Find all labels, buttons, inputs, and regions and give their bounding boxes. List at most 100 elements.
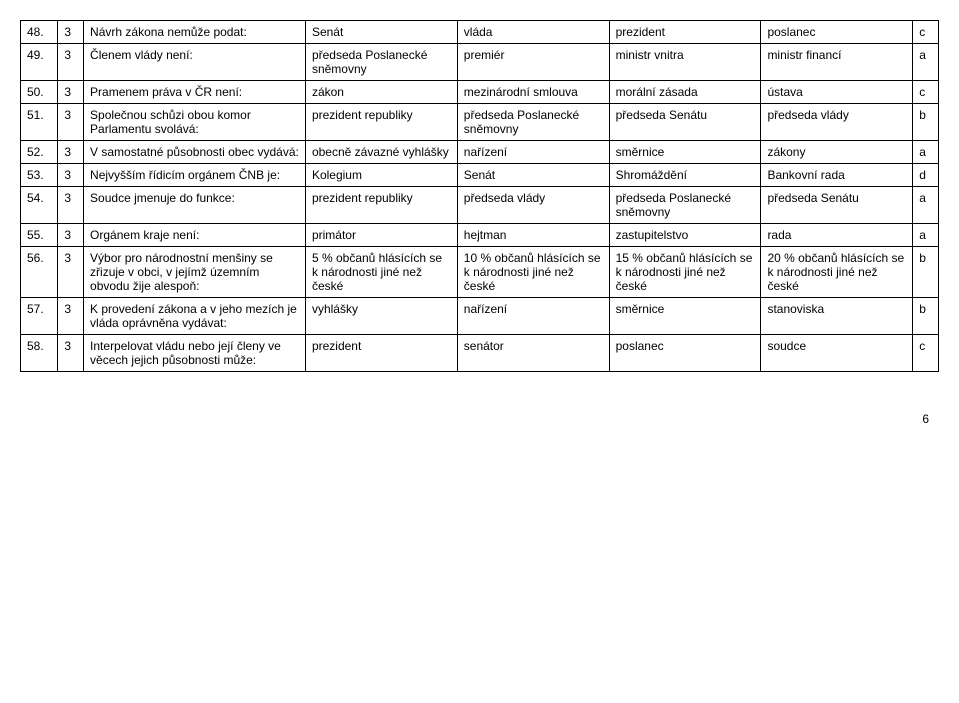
table-row: 55.3Orgánem kraje není:primátorhejtmanza… [21, 224, 939, 247]
cell-c: morální zásada [609, 81, 761, 104]
table-row: 56.3Výbor pro národnostní menšiny se zři… [21, 247, 939, 298]
cell-b: Senát [457, 164, 609, 187]
table-row: 58.3Interpelovat vládu nebo její členy v… [21, 335, 939, 372]
cell-q: Společnou schůzi obou komor Parlamentu s… [84, 104, 306, 141]
page-number: 6 [20, 412, 939, 426]
table-row: 57.3K provedení zákona a v jeho mezích j… [21, 298, 939, 335]
cell-c: předseda Poslanecké sněmovny [609, 187, 761, 224]
cell-b: vláda [457, 21, 609, 44]
cell-b: nařízení [457, 141, 609, 164]
table-row: 51.3Společnou schůzi obou komor Parlamen… [21, 104, 939, 141]
cell-num: 57. [21, 298, 58, 335]
cell-num: 55. [21, 224, 58, 247]
cell-pts: 3 [58, 21, 84, 44]
cell-a: prezident republiky [305, 104, 457, 141]
cell-a: obecně závazné vyhlášky [305, 141, 457, 164]
cell-a: primátor [305, 224, 457, 247]
cell-d: poslanec [761, 21, 913, 44]
cell-num: 50. [21, 81, 58, 104]
cell-pts: 3 [58, 298, 84, 335]
cell-c: předseda Senátu [609, 104, 761, 141]
cell-b: mezinárodní smlouva [457, 81, 609, 104]
cell-d: stanoviska [761, 298, 913, 335]
cell-ans: b [913, 104, 939, 141]
cell-a: zákon [305, 81, 457, 104]
cell-num: 48. [21, 21, 58, 44]
cell-a: vyhlášky [305, 298, 457, 335]
cell-b: předseda vlády [457, 187, 609, 224]
cell-b: předseda Poslanecké sněmovny [457, 104, 609, 141]
cell-a: prezident [305, 335, 457, 372]
table-row: 52.3V samostatné působnosti obec vydává:… [21, 141, 939, 164]
cell-c: poslanec [609, 335, 761, 372]
cell-ans: a [913, 187, 939, 224]
cell-d: ústava [761, 81, 913, 104]
cell-ans: c [913, 21, 939, 44]
questions-table: 48.3Návrh zákona nemůže podat:Senátvláda… [20, 20, 939, 372]
cell-d: ministr financí [761, 44, 913, 81]
cell-pts: 3 [58, 104, 84, 141]
cell-pts: 3 [58, 44, 84, 81]
cell-d: soudce [761, 335, 913, 372]
cell-c: prezident [609, 21, 761, 44]
cell-pts: 3 [58, 164, 84, 187]
cell-a: 5 % občanů hlásících se k národnosti jin… [305, 247, 457, 298]
cell-ans: b [913, 247, 939, 298]
cell-q: Soudce jmenuje do funkce: [84, 187, 306, 224]
cell-pts: 3 [58, 224, 84, 247]
cell-num: 49. [21, 44, 58, 81]
cell-a: Senát [305, 21, 457, 44]
cell-q: Výbor pro národnostní menšiny se zřizuje… [84, 247, 306, 298]
table-row: 53.3Nejvyšším řídicím orgánem ČNB je:Kol… [21, 164, 939, 187]
cell-q: Pramenem práva v ČR není: [84, 81, 306, 104]
cell-c: směrnice [609, 141, 761, 164]
cell-num: 54. [21, 187, 58, 224]
cell-c: zastupitelstvo [609, 224, 761, 247]
cell-ans: a [913, 44, 939, 81]
cell-d: předseda vlády [761, 104, 913, 141]
cell-c: ministr vnitra [609, 44, 761, 81]
cell-a: prezident republiky [305, 187, 457, 224]
cell-b: nařízení [457, 298, 609, 335]
cell-d: 20 % občanů hlásících se k národnosti ji… [761, 247, 913, 298]
cell-c: Shromáždění [609, 164, 761, 187]
cell-q: V samostatné působnosti obec vydává: [84, 141, 306, 164]
cell-q: Členem vlády není: [84, 44, 306, 81]
cell-c: směrnice [609, 298, 761, 335]
cell-b: senátor [457, 335, 609, 372]
cell-a: Kolegium [305, 164, 457, 187]
cell-q: K provedení zákona a v jeho mezích je vl… [84, 298, 306, 335]
cell-d: předseda Senátu [761, 187, 913, 224]
cell-ans: a [913, 224, 939, 247]
cell-pts: 3 [58, 81, 84, 104]
cell-ans: b [913, 298, 939, 335]
cell-ans: a [913, 141, 939, 164]
table-row: 48.3Návrh zákona nemůže podat:Senátvláda… [21, 21, 939, 44]
cell-num: 52. [21, 141, 58, 164]
cell-d: rada [761, 224, 913, 247]
cell-num: 56. [21, 247, 58, 298]
cell-b: hejtman [457, 224, 609, 247]
cell-pts: 3 [58, 247, 84, 298]
table-row: 49.3Členem vlády není:předseda Poslaneck… [21, 44, 939, 81]
cell-num: 53. [21, 164, 58, 187]
cell-d: Bankovní rada [761, 164, 913, 187]
cell-ans: d [913, 164, 939, 187]
cell-pts: 3 [58, 335, 84, 372]
cell-q: Nejvyšším řídicím orgánem ČNB je: [84, 164, 306, 187]
cell-a: předseda Poslanecké sněmovny [305, 44, 457, 81]
cell-b: 10 % občanů hlásících se k národnosti ji… [457, 247, 609, 298]
table-row: 50.3Pramenem práva v ČR není:zákonmeziná… [21, 81, 939, 104]
cell-b: premiér [457, 44, 609, 81]
cell-q: Návrh zákona nemůže podat: [84, 21, 306, 44]
cell-num: 58. [21, 335, 58, 372]
cell-pts: 3 [58, 141, 84, 164]
cell-d: zákony [761, 141, 913, 164]
cell-pts: 3 [58, 187, 84, 224]
table-row: 54.3Soudce jmenuje do funkce:prezident r… [21, 187, 939, 224]
cell-c: 15 % občanů hlásících se k národnosti ji… [609, 247, 761, 298]
cell-q: Interpelovat vládu nebo její členy ve vě… [84, 335, 306, 372]
cell-q: Orgánem kraje není: [84, 224, 306, 247]
cell-num: 51. [21, 104, 58, 141]
cell-ans: c [913, 335, 939, 372]
